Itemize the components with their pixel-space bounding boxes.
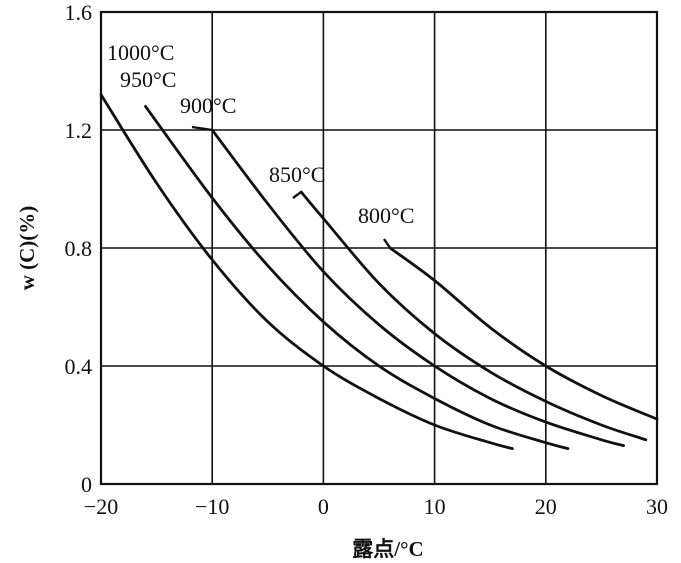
y-axis-label: w (C)(%) [15, 206, 39, 291]
series-label: 900°C [180, 93, 236, 118]
x-tick-label: 0 [318, 494, 329, 519]
y-tick-labels: 0 0.4 0.8 1.2 1.6 [65, 0, 93, 497]
x-axis-label: 露点/°C [352, 537, 423, 561]
x-tick-label: 20 [535, 494, 557, 519]
y-tick-label: 1.2 [65, 118, 93, 143]
series-curves [99, 93, 659, 450]
series-line [299, 190, 648, 442]
label-leader [292, 190, 302, 199]
x-tick-labels: −20 −10 0 10 20 30 [84, 494, 668, 519]
series-label: 800°C [358, 203, 414, 228]
y-tick-label: 1.6 [65, 0, 93, 25]
y-tick-label: 0.8 [65, 236, 93, 261]
x-tick-label: −10 [195, 494, 229, 519]
y-tick-label: 0 [81, 472, 92, 497]
series-label: 850°C [269, 162, 325, 187]
x-tick-label: −20 [84, 494, 118, 519]
series-label-leaders [191, 125, 392, 249]
label-leader [383, 238, 392, 249]
series-line [210, 128, 625, 447]
x-tick-label: 10 [424, 494, 446, 519]
series-line [144, 105, 570, 450]
series-label: 950°C [120, 67, 176, 92]
x-tick-label: 30 [646, 494, 668, 519]
series-line [99, 93, 514, 450]
series-line [388, 246, 659, 421]
label-leader [191, 125, 213, 132]
series-label: 1000°C [107, 40, 174, 65]
y-tick-label: 0.4 [65, 354, 93, 379]
plot-frame [99, 10, 659, 486]
